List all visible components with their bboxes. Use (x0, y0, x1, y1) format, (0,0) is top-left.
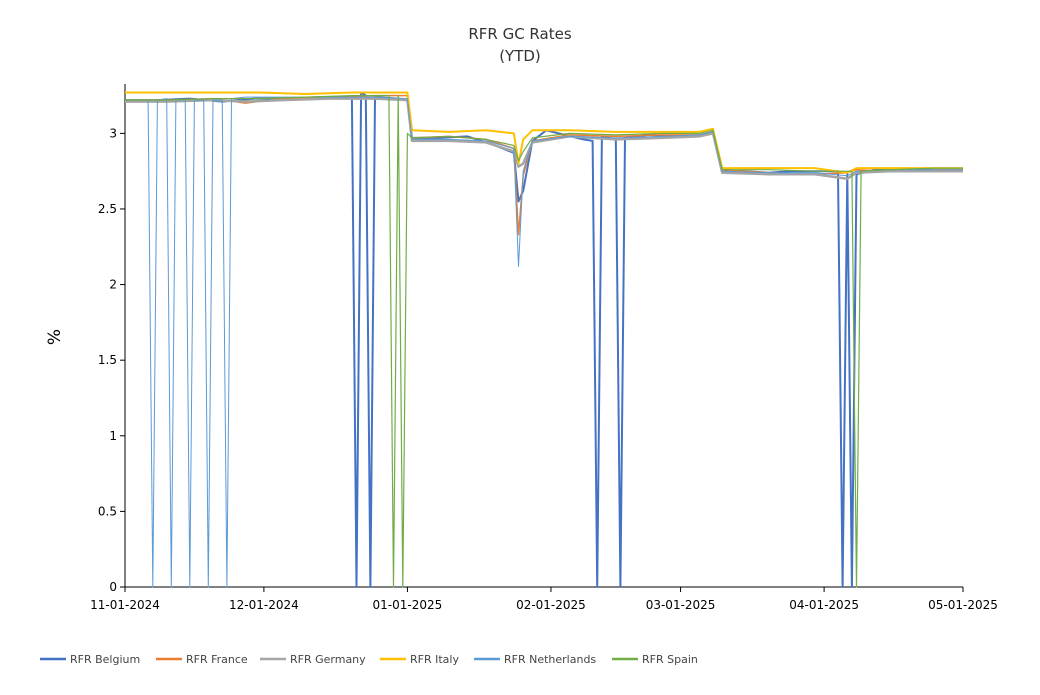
legend-item[interactable]: RFR Belgium (40, 653, 140, 666)
series-layer (125, 91, 963, 588)
series-line-rfr-germany (125, 97, 963, 180)
legend: RFR Belgium RFR France RFR Germany RFR Ital… (40, 653, 698, 666)
x-tick-label: 12-01-2024 (229, 598, 299, 612)
x-tick-label: 03-01-2025 (646, 598, 716, 612)
legend-item[interactable]: RFR France (156, 653, 248, 666)
series-line-rfr-belgium (125, 91, 963, 588)
x-tick-label: 11-01-2024 (90, 598, 160, 612)
legend-label: RFR Netherlands (504, 653, 596, 666)
legend-label: RFR Italy (410, 653, 459, 666)
legend-item[interactable]: RFR Italy (380, 653, 459, 666)
x-tick-label: 04-01-2025 (789, 598, 859, 612)
x-tick-label: 02-01-2025 (516, 598, 586, 612)
legend-item[interactable]: RFR Spain (612, 653, 698, 666)
y-tick-label: 1.5 (98, 353, 117, 367)
legend-item[interactable]: RFR Germany (260, 653, 366, 666)
legend-label: RFR France (186, 653, 248, 666)
series-line-rfr-spain (125, 94, 963, 588)
series-line-rfr-france (125, 94, 963, 236)
y-tick-label: 2 (109, 278, 117, 292)
legend-label: RFR Germany (290, 653, 366, 666)
x-tick-label: 01-01-2025 (373, 598, 443, 612)
y-axis-label: % (45, 329, 65, 345)
y-tick-label: 1 (109, 429, 117, 443)
y-tick-label: 3 (109, 126, 117, 140)
axes: 0 0.5 1 1.5 2 2.5 3 11-01-2024 12-01-2024 01-01-2… (90, 84, 998, 612)
y-tick-label: 0 (109, 580, 117, 594)
chart-title: RFR GC Rates (468, 25, 572, 43)
y-tick-label: 2.5 (98, 202, 117, 216)
x-tick-label: 05-01-2025 (928, 598, 998, 612)
legend-label: RFR Belgium (70, 653, 140, 666)
legend-item[interactable]: RFR Netherlands (474, 653, 596, 666)
y-tick-label: 0.5 (98, 504, 117, 518)
legend-label: RFR Spain (642, 653, 698, 666)
chart-subtitle: (YTD) (499, 47, 541, 65)
